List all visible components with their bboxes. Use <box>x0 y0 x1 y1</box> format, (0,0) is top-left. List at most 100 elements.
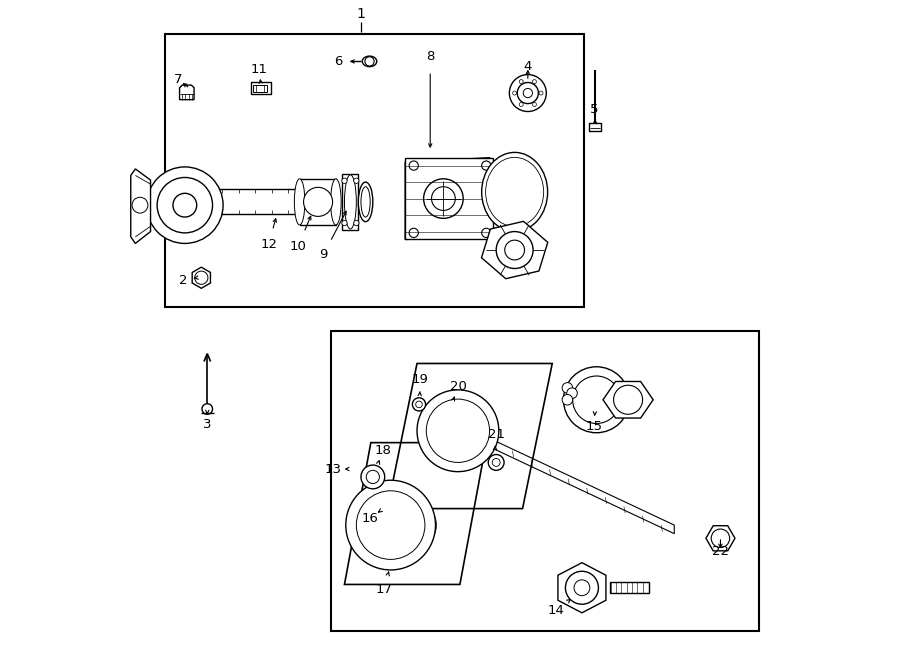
Circle shape <box>567 388 577 399</box>
Circle shape <box>410 161 418 171</box>
Circle shape <box>519 102 523 106</box>
Ellipse shape <box>294 178 305 225</box>
Text: 5: 5 <box>590 103 598 116</box>
Ellipse shape <box>395 507 413 543</box>
Ellipse shape <box>363 56 377 67</box>
Text: 21: 21 <box>488 428 505 442</box>
Text: 8: 8 <box>426 50 435 63</box>
Ellipse shape <box>390 506 409 545</box>
Bar <box>405 158 493 239</box>
Polygon shape <box>180 85 194 100</box>
Bar <box>165 34 584 307</box>
Circle shape <box>509 75 546 112</box>
Circle shape <box>533 102 536 106</box>
Ellipse shape <box>458 413 474 449</box>
Polygon shape <box>482 221 548 279</box>
Circle shape <box>513 91 517 95</box>
Polygon shape <box>130 169 150 243</box>
Ellipse shape <box>573 388 583 412</box>
Polygon shape <box>405 158 493 239</box>
Circle shape <box>565 571 599 604</box>
Circle shape <box>194 271 208 284</box>
Circle shape <box>412 398 426 411</box>
Text: 13: 13 <box>324 463 341 475</box>
Text: 19: 19 <box>412 373 428 387</box>
Text: 16: 16 <box>361 512 378 525</box>
Circle shape <box>346 481 436 570</box>
Circle shape <box>158 177 212 233</box>
Circle shape <box>562 383 572 393</box>
Circle shape <box>410 228 418 237</box>
Bar <box>186 189 308 214</box>
Text: 3: 3 <box>203 418 212 431</box>
Circle shape <box>533 79 536 83</box>
Circle shape <box>563 367 629 433</box>
Circle shape <box>417 390 499 472</box>
Text: 9: 9 <box>320 248 328 261</box>
Text: 4: 4 <box>524 60 532 73</box>
Ellipse shape <box>481 418 491 444</box>
Circle shape <box>364 57 374 66</box>
Ellipse shape <box>569 389 577 410</box>
Bar <box>343 174 358 229</box>
Ellipse shape <box>418 512 432 539</box>
Text: 17: 17 <box>375 582 392 596</box>
Circle shape <box>518 83 538 104</box>
Ellipse shape <box>579 387 590 413</box>
Polygon shape <box>456 423 674 533</box>
Ellipse shape <box>383 504 404 545</box>
Polygon shape <box>558 563 606 613</box>
Text: 11: 11 <box>250 63 267 77</box>
Ellipse shape <box>589 384 601 416</box>
Circle shape <box>416 401 422 408</box>
Circle shape <box>431 186 455 210</box>
Ellipse shape <box>330 178 341 225</box>
Circle shape <box>574 580 590 596</box>
Ellipse shape <box>482 153 547 231</box>
Bar <box>331 330 759 631</box>
Text: 15: 15 <box>585 420 602 433</box>
Ellipse shape <box>469 416 483 446</box>
Circle shape <box>539 91 543 95</box>
Circle shape <box>482 161 490 171</box>
Circle shape <box>519 79 523 83</box>
Circle shape <box>354 220 359 225</box>
Circle shape <box>342 220 347 225</box>
Bar <box>590 123 601 131</box>
Ellipse shape <box>453 412 470 450</box>
Ellipse shape <box>486 157 544 227</box>
Circle shape <box>711 529 730 547</box>
Circle shape <box>492 459 500 467</box>
Text: 10: 10 <box>290 239 307 253</box>
Circle shape <box>572 376 620 424</box>
Text: 20: 20 <box>450 380 467 393</box>
Ellipse shape <box>345 175 356 229</box>
Circle shape <box>366 471 380 484</box>
Circle shape <box>523 89 533 98</box>
Circle shape <box>354 178 359 183</box>
Ellipse shape <box>584 385 596 414</box>
Circle shape <box>424 178 464 218</box>
Text: 2: 2 <box>178 274 187 287</box>
Circle shape <box>482 228 490 237</box>
Bar <box>609 582 649 593</box>
Ellipse shape <box>563 391 572 409</box>
Circle shape <box>147 167 223 243</box>
Circle shape <box>356 490 425 559</box>
Text: 12: 12 <box>260 238 277 251</box>
Circle shape <box>562 395 572 405</box>
Circle shape <box>505 240 525 260</box>
Text: 6: 6 <box>334 55 342 68</box>
Circle shape <box>173 193 197 217</box>
Ellipse shape <box>412 510 427 540</box>
Circle shape <box>361 465 384 488</box>
Ellipse shape <box>400 508 418 542</box>
Bar <box>254 85 266 92</box>
Polygon shape <box>251 83 271 95</box>
Circle shape <box>496 231 533 268</box>
Ellipse shape <box>474 417 487 445</box>
Polygon shape <box>603 381 653 418</box>
Circle shape <box>202 404 212 414</box>
Circle shape <box>303 187 333 216</box>
Circle shape <box>427 399 490 463</box>
